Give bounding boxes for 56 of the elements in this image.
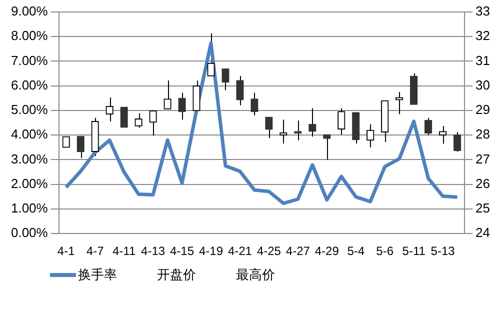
- candlestick: [323, 134, 331, 160]
- candlestick: [453, 132, 462, 152]
- candlestick: [250, 92, 258, 116]
- candlestick: [76, 136, 84, 159]
- candlestick: [164, 80, 172, 110]
- y2-tick-label: 33: [476, 4, 490, 19]
- y-tick-label: 9.00%: [10, 4, 48, 19]
- x-tick-label: 4-25: [256, 244, 282, 258]
- y2-tick-label: 24: [476, 225, 490, 240]
- y-tick-label: 0.00%: [10, 225, 48, 240]
- x-tick-label: 4-7: [86, 244, 104, 258]
- candlestick: [438, 126, 447, 144]
- x-tick-label: 4-19: [198, 244, 224, 258]
- x-tick-label: 5-6: [376, 244, 394, 258]
- x-tick-label: 4-15: [170, 244, 194, 258]
- candlestick: [424, 117, 432, 136]
- candlestick: [222, 68, 230, 91]
- y2-tick-label: 28: [476, 126, 490, 142]
- candlestick: [265, 116, 273, 139]
- y2-tick-label: 27: [476, 151, 490, 166]
- x-tick-label: 4-11: [112, 244, 136, 258]
- y-tick-label: 5.00%: [10, 102, 48, 118]
- y2-tick-label: 26: [476, 176, 490, 191]
- y-tick-label: 2.00%: [10, 176, 48, 191]
- y-tick-label: 1.00%: [10, 200, 48, 216]
- y-tick-label: 7.00%: [10, 52, 48, 68]
- candlestick: [120, 106, 128, 128]
- y-tick-label: 4.00%: [10, 126, 48, 142]
- candlestick: [308, 108, 316, 138]
- candlestick: [236, 76, 244, 106]
- x-tick-label: 5-4: [347, 244, 365, 258]
- candlestick: [192, 80, 200, 112]
- y2-tick-label: 30: [476, 77, 490, 92]
- text: 最高价: [236, 266, 275, 284]
- x-tick-label: 5-11: [402, 244, 426, 258]
- candlestick: [366, 124, 374, 148]
- y2-tick-label: 25: [476, 200, 490, 216]
- candlestick: [106, 96, 114, 122]
- x-tick-label: 4-1: [57, 244, 76, 258]
- y-tick-label: 3.00%: [10, 151, 48, 166]
- x-tick-label: 4-21: [228, 244, 252, 258]
- candlestick: [178, 92, 186, 120]
- candlestick: [338, 108, 346, 136]
- y-tick-label: 6.00%: [10, 77, 48, 92]
- x-tick-label: 4-13: [141, 244, 166, 258]
- x-tick-label: 4-29: [314, 244, 340, 258]
- y-tick-label: 8.00%: [10, 28, 48, 44]
- candlestick: [280, 119, 288, 144]
- y2-tick-label: 32: [476, 28, 490, 44]
- y2-tick-label: 31: [476, 52, 490, 68]
- candlestick: [134, 112, 142, 128]
- text: 开盘价: [157, 266, 196, 284]
- y2-tick-label: 29: [476, 102, 490, 118]
- x-tick-label: 4-27: [286, 244, 310, 258]
- legend-label: 换手率: [78, 266, 117, 284]
- x-tick-label: 5-13: [430, 244, 456, 258]
